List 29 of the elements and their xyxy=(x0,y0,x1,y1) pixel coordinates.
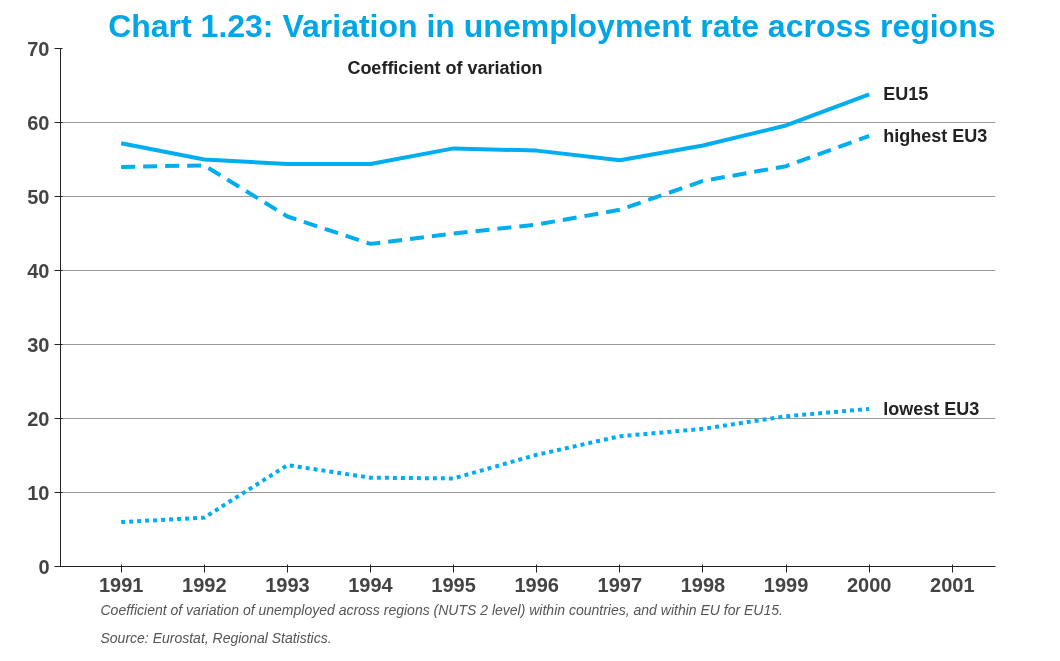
y-tick-label: 30 xyxy=(27,333,50,356)
series-label: EU15 xyxy=(883,84,929,105)
source-note: Source: Eurostat, Regional Statistics. xyxy=(100,629,332,646)
y-tick-label: 60 xyxy=(27,111,50,134)
y-tick-label: 50 xyxy=(27,185,50,208)
x-tick-label: 1996 xyxy=(514,573,559,596)
x-tick-label: 1997 xyxy=(597,573,643,596)
line-series xyxy=(119,92,872,166)
x-tick-label: 1998 xyxy=(680,573,726,596)
x-tick-label: 2001 xyxy=(930,573,975,596)
x-tick-label: 1992 xyxy=(182,573,227,596)
x-tick-label: 1994 xyxy=(348,573,394,596)
series-label: highest EU3 xyxy=(883,125,988,146)
line-series xyxy=(119,133,872,246)
y-tick-label: 0 xyxy=(38,555,50,578)
line-series xyxy=(119,406,872,525)
y-tick-label: 40 xyxy=(27,259,50,282)
x-tick-label: 1995 xyxy=(431,573,476,596)
y-tick-label: 10 xyxy=(27,481,50,504)
chart-title: Chart 1.23: Variation in unemployment rate across regions xyxy=(108,7,996,44)
x-tick-label: 1991 xyxy=(98,573,144,596)
y-tick-label: 20 xyxy=(27,407,50,430)
annotation: Coefficient of variation xyxy=(347,58,543,79)
x-tick-label: 1993 xyxy=(265,573,310,596)
x-tick-label: 2000 xyxy=(846,573,892,596)
y-tick-label: 70 xyxy=(27,37,50,60)
text: Coefficient of variation of unemployed across regions (NUTS 2 level) within countries, and within EU for EU15. xyxy=(100,601,783,618)
series-label: lowest EU3 xyxy=(883,398,980,419)
x-tick-label: 1999 xyxy=(763,573,809,596)
